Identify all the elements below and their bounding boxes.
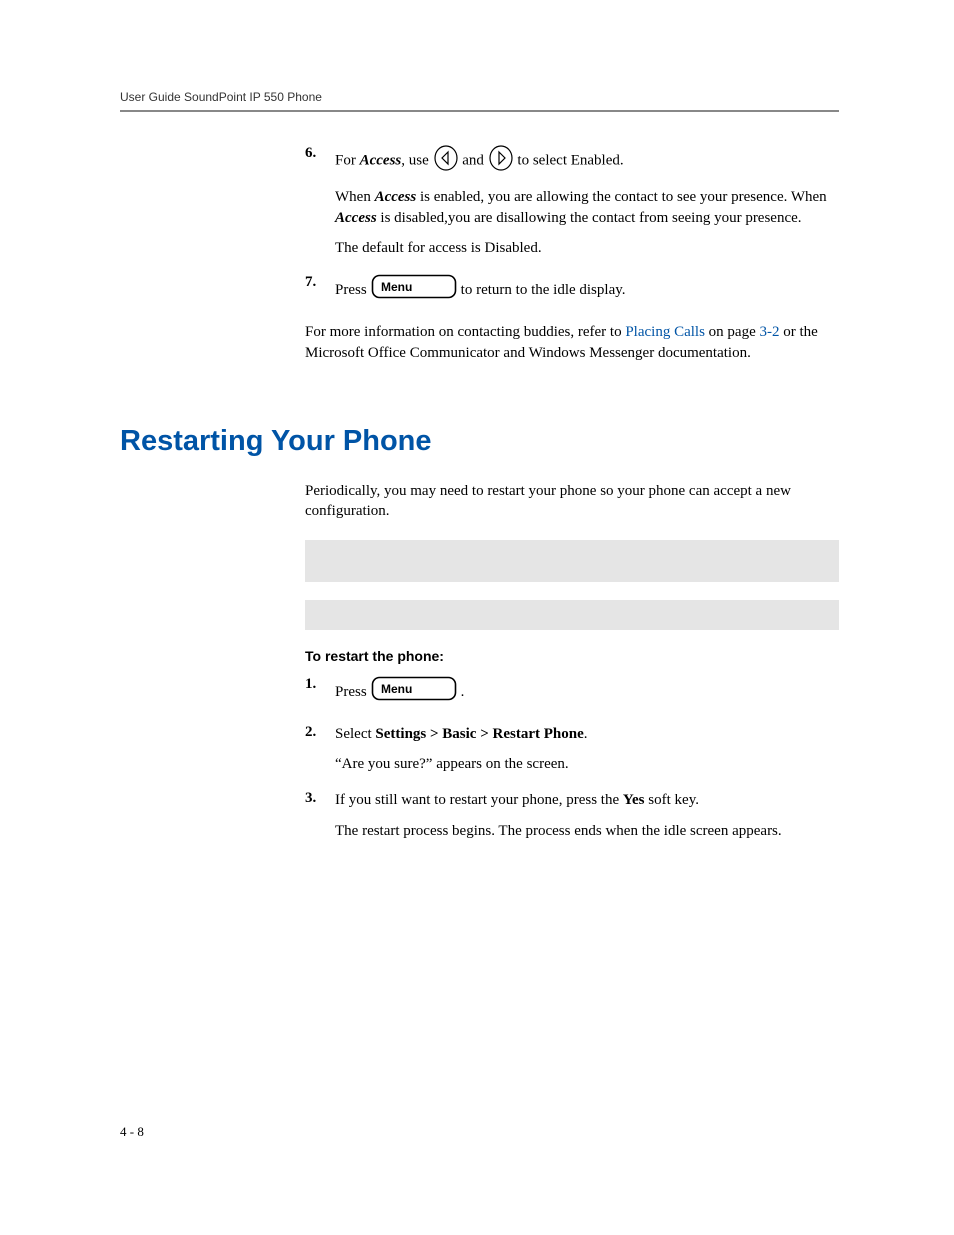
page-number: 4 - 8	[120, 1124, 144, 1140]
upper-content: 6. For Access, use and to select Enabled…	[305, 145, 839, 373]
term-access: Access	[360, 153, 402, 169]
step-number: 2.	[305, 724, 335, 785]
note-box-2	[305, 600, 839, 630]
restart-subheading: To restart the phone:	[305, 648, 839, 664]
text: .	[461, 682, 465, 702]
step-number: 7.	[305, 274, 335, 316]
menu-label: Menu	[381, 280, 412, 294]
term-access: Access	[375, 189, 417, 205]
running-head: User Guide SoundPoint IP 550 Phone	[120, 90, 839, 104]
text: For more information on contacting buddi…	[305, 324, 625, 340]
text: For	[335, 153, 360, 169]
step-6: 6. For Access, use and to select Enabled…	[305, 145, 839, 268]
placing-calls-link[interactable]: Placing Calls	[625, 324, 705, 340]
step-body: If you still want to restart your phone,…	[335, 790, 839, 851]
step-body: For Access, use and to select Enabled. W…	[335, 145, 839, 268]
menu-path: Settings > Basic > Restart Phone	[375, 726, 583, 742]
menu-button-icon: Menu	[371, 274, 457, 306]
text: .	[584, 726, 588, 742]
menu-button-icon: Menu	[371, 676, 457, 708]
text: Select	[335, 726, 375, 742]
term-access: Access	[335, 210, 377, 226]
text: , use	[401, 153, 432, 169]
step-number: 1.	[305, 676, 335, 718]
text: The default for access is Disabled.	[335, 238, 839, 258]
restart-step-1: 1. Press Menu .	[305, 676, 839, 718]
text: and	[462, 153, 487, 169]
text: If you still want to restart your phone,…	[335, 792, 623, 808]
text: soft key.	[645, 792, 699, 808]
text: to select Enabled.	[517, 153, 623, 169]
text: Press	[335, 682, 367, 702]
text: The restart process begins. The process …	[335, 821, 839, 841]
text: “Are you sure?” appears on the screen.	[335, 754, 839, 774]
text: Press	[335, 280, 367, 300]
lower-content: Periodically, you may need to restart yo…	[305, 475, 839, 857]
text: is enabled, you are allowing the contact…	[416, 189, 826, 205]
step-body: Press Menu to return to the idle display…	[335, 274, 839, 316]
more-info-paragraph: For more information on contacting buddi…	[305, 322, 839, 363]
section-heading: Restarting Your Phone	[120, 425, 432, 458]
text: on page	[705, 324, 760, 340]
step-body: Select Settings > Basic > Restart Phone.…	[335, 724, 839, 785]
text: to return to the idle display.	[461, 280, 626, 300]
section-intro: Periodically, you may need to restart yo…	[305, 481, 839, 522]
page-ref-link[interactable]: 3-2	[760, 324, 780, 340]
arrow-left-icon	[433, 145, 459, 177]
step-body: Press Menu .	[335, 676, 839, 718]
arrow-right-icon	[488, 145, 514, 177]
header-rule	[120, 110, 839, 112]
step-7: 7. Press Menu to return to the idle disp…	[305, 274, 839, 316]
step-number: 6.	[305, 145, 335, 268]
text: When	[335, 189, 375, 205]
text: is disabled,you are disallowing the cont…	[377, 210, 802, 226]
step-number: 3.	[305, 790, 335, 851]
page: User Guide SoundPoint IP 550 Phone 6. Fo…	[0, 0, 954, 1235]
yes-softkey: Yes	[623, 792, 645, 808]
svg-text:Menu: Menu	[381, 682, 412, 696]
note-box-1	[305, 540, 839, 582]
restart-step-3: 3. If you still want to restart your pho…	[305, 790, 839, 851]
restart-step-2: 2. Select Settings > Basic > Restart Pho…	[305, 724, 839, 785]
